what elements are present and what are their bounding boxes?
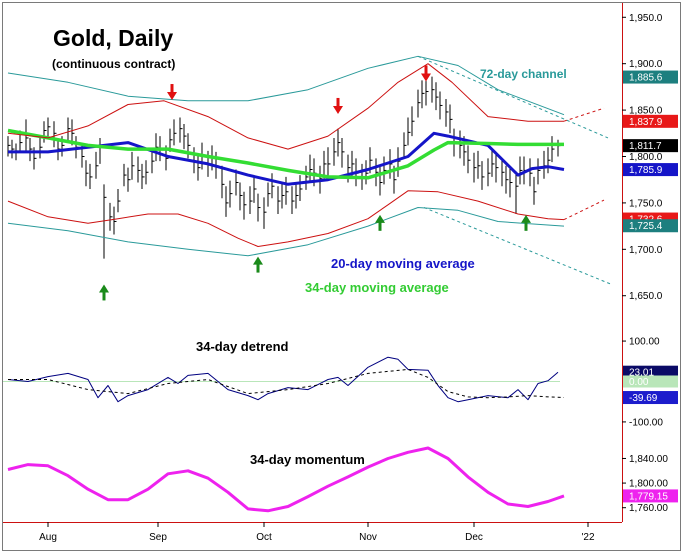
- momentum-panel: [7, 446, 565, 513]
- y-tick-label: 1,850.0: [629, 106, 663, 117]
- value-badge-text: -39.69: [629, 393, 658, 404]
- 34-day-momentum-line: [7, 446, 565, 513]
- down-arrow-icon: [421, 65, 431, 82]
- chart-subtitle: (continuous contract): [52, 57, 175, 71]
- x-tick-label: Aug: [39, 532, 57, 543]
- x-tick-label: Sep: [149, 532, 167, 543]
- y-tick-label: -100.00: [629, 417, 663, 428]
- x-tick-label: Oct: [256, 532, 272, 543]
- x-tick-label: Dec: [465, 532, 483, 543]
- value-badge: [623, 70, 678, 84]
- chart-title: Gold, Daily: [53, 25, 173, 51]
- ma34-label: 34-day moving average: [305, 280, 449, 295]
- value-badge: [623, 375, 678, 388]
- 72-day-channel-lower-line: [7, 207, 565, 257]
- up-arrow-icon: [375, 214, 385, 231]
- value-badge-text: 1,811.7: [629, 141, 662, 152]
- y-tick-label: 1,950.0: [629, 13, 663, 24]
- lower-band-line: [7, 190, 565, 247]
- price-bars: [7, 76, 561, 259]
- y-tick-label: 1,750.0: [629, 198, 663, 209]
- axis-labels: 1,950.0 1,900.0 1,850.0 1,800.0 1,750.0 1,700…: [39, 13, 668, 543]
- value-badge: [623, 114, 678, 128]
- upper-band-projection-line: [563, 107, 605, 122]
- up-arrow-icon: [99, 284, 109, 301]
- y-tick-label: 1,700.0: [629, 245, 663, 256]
- 34-day-moving-average-line: [7, 128, 564, 180]
- 72-day-channel-upper-line: [7, 55, 565, 116]
- detrend-title: 34-day detrend: [196, 339, 289, 354]
- value-badge-text: 1,725.4: [629, 221, 663, 232]
- x-tick-label: Nov: [359, 532, 377, 543]
- value-badges: 1,885.61,837.91,811.71,785.91,732.61,725…: [623, 70, 678, 503]
- value-badge: [623, 139, 678, 153]
- value-badge-text: 23.01: [629, 368, 654, 379]
- channel-label: 72-day channel: [480, 67, 567, 81]
- y-tick-label: 1,760.00: [629, 503, 668, 514]
- value-badge-text: 1,885.6: [629, 73, 663, 84]
- value-badge: [623, 489, 678, 503]
- up-arrow-icon: [521, 214, 531, 231]
- y-tick-label: 1,900.0: [629, 59, 663, 70]
- value-badge: [623, 219, 678, 233]
- value-badge: [623, 391, 678, 405]
- price-panel: [7, 55, 613, 301]
- down-arrow-icon: [167, 84, 177, 101]
- y-tick-label: 100.00: [629, 337, 660, 348]
- upper-band-line: [7, 63, 564, 150]
- value-badge: [623, 163, 678, 177]
- upper-channel-projection-line: [417, 55, 609, 139]
- value-badge-text: 1,837.9: [629, 117, 663, 128]
- value-badge-text: 1,785.9: [629, 165, 663, 176]
- momentum-title: 34-day momentum: [250, 452, 365, 467]
- value-badge: [623, 365, 678, 379]
- x-tick-label: '22: [581, 532, 594, 543]
- ma20-label: 20-day moving average: [331, 256, 475, 271]
- y-tick-label: 1,800.00: [629, 479, 668, 490]
- lower-channel-projection-line: [423, 207, 613, 286]
- value-badge-text: 1,779.15: [629, 491, 668, 502]
- y-tick-label: 1,650.0: [629, 291, 663, 302]
- y-tick-label: 1,800.0: [629, 152, 663, 163]
- detrend-smoothed-line: [8, 368, 565, 399]
- y-tick-label: 1,840.00: [629, 454, 668, 465]
- lower-band-projection-line: [563, 199, 605, 221]
- down-arrow-icon: [333, 97, 343, 114]
- value-badge-text: 0.00: [629, 377, 649, 388]
- 20-day-moving-average-line: [8, 131, 565, 186]
- up-arrow-icon: [253, 256, 263, 273]
